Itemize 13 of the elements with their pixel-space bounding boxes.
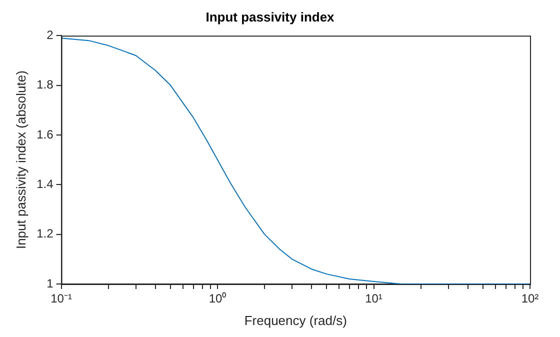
y-tick-label: 1.6 bbox=[36, 127, 54, 142]
y-tick-label: 1 bbox=[46, 276, 54, 290]
y-tick-label: 2 bbox=[46, 28, 54, 42]
y-tick-label: 1.4 bbox=[36, 176, 54, 191]
chart-title: Input passivity index bbox=[206, 9, 336, 24]
y-tick-label: 1.2 bbox=[36, 226, 54, 241]
y-axis-title: Input passivity index (absolute) bbox=[13, 70, 28, 250]
x-tick-label: 10⁻¹ bbox=[50, 292, 72, 306]
x-tick-label: 10¹ bbox=[365, 292, 382, 306]
x-tick-label: 10² bbox=[521, 292, 539, 306]
x-axis-title: Frequency (rad/s) bbox=[244, 312, 347, 328]
x-tick-label: 10⁰ bbox=[208, 292, 226, 306]
y-tick-label: 1.8 bbox=[36, 78, 54, 92]
